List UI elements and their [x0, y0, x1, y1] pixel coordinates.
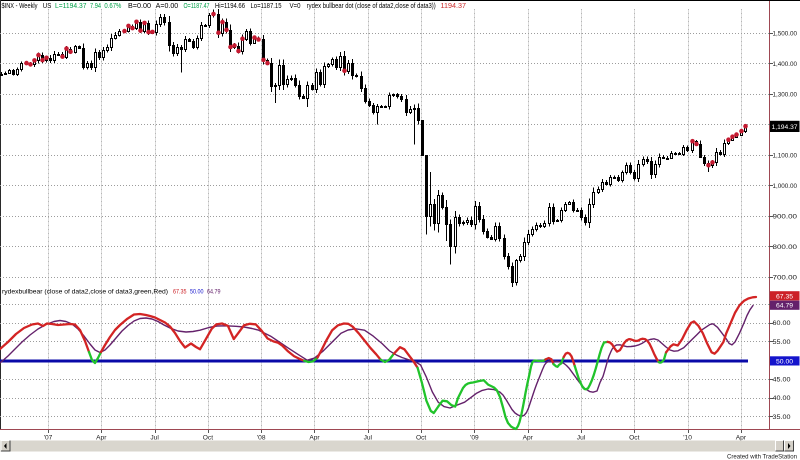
svg-text:7.94: 7.94 [90, 3, 101, 10]
svg-text:900.00: 900.00 [773, 214, 798, 221]
svg-text:67.35: 67.35 [776, 293, 793, 300]
svg-text:US: US [43, 3, 52, 10]
svg-text:50.00: 50.00 [776, 358, 793, 365]
svg-text:L=1194.37: L=1194.37 [55, 3, 87, 10]
svg-text:Apr: Apr [96, 434, 107, 441]
svg-text:$INX - Weekly: $INX - Weekly [2, 3, 38, 10]
svg-text:V=0: V=0 [290, 3, 301, 10]
svg-text:'08: '08 [257, 434, 266, 441]
svg-text:1,500.00: 1,500.00 [773, 30, 798, 37]
svg-text:60.00: 60.00 [773, 320, 791, 327]
svg-text:0.67%: 0.67% [104, 3, 121, 10]
svg-text:'10: '10 [683, 434, 692, 441]
svg-text:50.00: 50.00 [190, 289, 204, 296]
svg-text:Jul: Jul [150, 434, 159, 441]
svg-text:Apr: Apr [523, 434, 534, 441]
svg-text:Apr: Apr [309, 434, 320, 441]
svg-text:B=0.00: B=0.00 [128, 3, 151, 10]
svg-text:Jul: Jul [577, 434, 586, 441]
svg-text:rydex bullbear dot (close of d: rydex bullbear dot (close of data2,close… [307, 3, 436, 10]
svg-text:O=1187.47: O=1187.47 [184, 3, 210, 10]
svg-text:Apr: Apr [736, 434, 747, 441]
svg-text:1194.37: 1194.37 [441, 3, 467, 10]
svg-text:'09: '09 [470, 434, 479, 441]
svg-text:1,400.00: 1,400.00 [773, 61, 798, 68]
svg-text:55.00: 55.00 [773, 339, 791, 346]
svg-text:45.00: 45.00 [773, 376, 791, 383]
svg-text:Hi=1194.66: Hi=1194.66 [215, 3, 245, 10]
svg-text:67.35: 67.35 [173, 289, 187, 296]
svg-text:64.79: 64.79 [207, 289, 221, 296]
svg-text:35.00: 35.00 [773, 414, 791, 421]
svg-text:Jul: Jul [364, 434, 373, 441]
svg-text:'07: '07 [44, 434, 53, 441]
svg-text:1,300.00: 1,300.00 [773, 91, 798, 98]
svg-text:800.00: 800.00 [773, 244, 798, 251]
svg-text:Oct: Oct [416, 434, 426, 441]
svg-text:Lo=1187.15: Lo=1187.15 [251, 3, 282, 10]
svg-text:1,000.00: 1,000.00 [773, 183, 798, 190]
svg-text:Oct: Oct [629, 434, 639, 441]
svg-text:Created with TradeStation: Created with TradeStation [727, 454, 797, 460]
svg-text:Oct: Oct [203, 434, 213, 441]
svg-text:rydexbullbear (close of data2,: rydexbullbear (close of data2,close of d… [2, 289, 168, 296]
svg-text:A=0.00: A=0.00 [156, 3, 179, 10]
svg-text:1,194.37: 1,194.37 [772, 124, 798, 131]
svg-text:64.79: 64.79 [776, 303, 793, 310]
svg-text:1,100.00: 1,100.00 [773, 152, 798, 159]
svg-text:40.00: 40.00 [773, 395, 791, 402]
svg-text:700.00: 700.00 [773, 275, 798, 282]
